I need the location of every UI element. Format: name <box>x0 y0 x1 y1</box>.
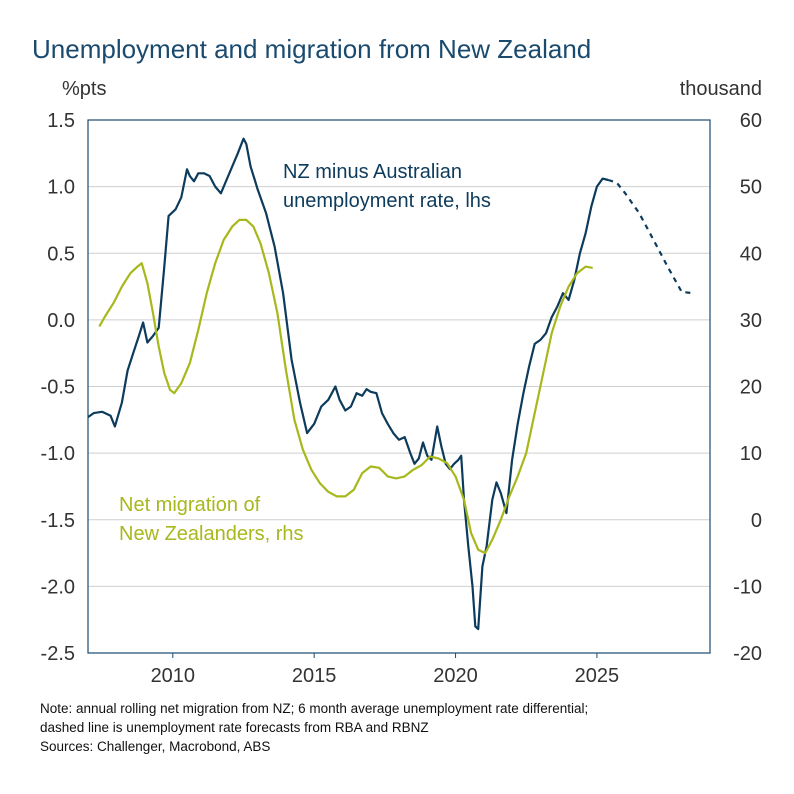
y-right-tick-label: 10 <box>740 443 762 465</box>
y-left-tick-label: -1.5 <box>41 510 75 532</box>
y-left-tick-label: 0.5 <box>47 243 75 265</box>
x-tick-label: 2025 <box>575 665 620 687</box>
x-tick-label: 2020 <box>433 665 478 687</box>
unemployment-forecast-line <box>607 178 694 295</box>
left-axis-unit: %pts <box>62 78 106 100</box>
plot-frame <box>87 119 711 654</box>
footnote: Note: annual rolling net migration from … <box>40 701 592 754</box>
y-right-tick-label: -20 <box>733 643 762 665</box>
right-axis-ticks: 60 50 40 30 20 10 0 -10 -20 <box>733 110 762 665</box>
x-tick-label: 2015 <box>292 665 337 687</box>
left-axis-ticks: 1.5 1.0 0.5 0.0 -0.5 -1.0 -1.5 -2.0 -2.5 <box>41 110 75 665</box>
y-right-tick-label: 50 <box>740 177 762 199</box>
plot-series <box>87 137 694 631</box>
annotation-unemployment: NZ minus Australian unemployment rate, l… <box>283 161 491 212</box>
chart-title: Unemployment and migration from New Zeal… <box>32 34 591 64</box>
right-axis-unit: thousand <box>680 78 762 100</box>
x-tick-label: 2010 <box>151 665 196 687</box>
unemployment-series-line <box>87 137 609 631</box>
y-right-tick-label: 20 <box>740 377 762 399</box>
y-right-tick-label: 40 <box>740 243 762 265</box>
y-right-tick-label: 0 <box>751 510 762 532</box>
y-left-tick-label: -2.5 <box>41 643 75 665</box>
y-left-tick-label: 1.5 <box>47 110 75 132</box>
y-left-tick-label: -1.0 <box>41 443 75 465</box>
gridlines <box>88 186 710 587</box>
y-right-tick-label: -10 <box>733 576 762 598</box>
y-left-tick-label: -0.5 <box>41 377 75 399</box>
y-right-tick-label: 60 <box>740 110 762 132</box>
x-axis-ticks: 2010 2015 2020 2025 <box>151 653 620 687</box>
y-right-tick-label: 30 <box>740 310 762 332</box>
annotation-migration: Net migration of New Zealanders, rhs <box>119 494 304 545</box>
migration-series-line <box>98 218 593 555</box>
y-left-tick-label: -2.0 <box>41 576 75 598</box>
y-left-tick-label: 0.0 <box>47 310 75 332</box>
y-left-tick-label: 1.0 <box>47 177 75 199</box>
